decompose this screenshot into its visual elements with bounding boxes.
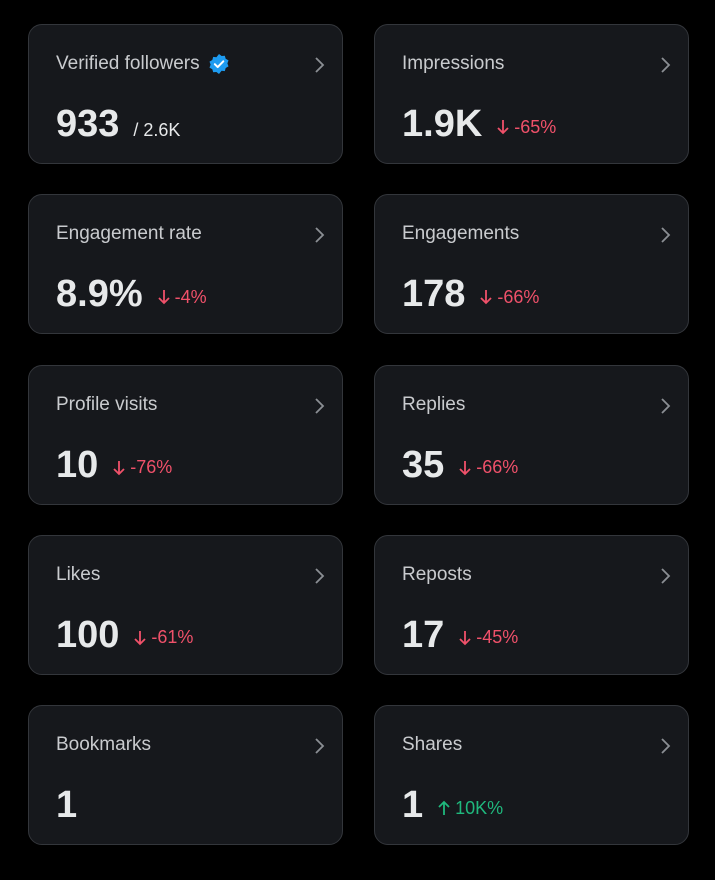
change-text: -45% xyxy=(476,627,519,648)
change-text: -66% xyxy=(497,286,540,307)
verified-badge xyxy=(209,54,229,74)
metric-value: 1 xyxy=(402,784,424,827)
metric-label: Verified followers xyxy=(56,53,200,74)
metric-row: 8.9% -4% xyxy=(56,273,207,316)
metric-row: 933 / 2.6K xyxy=(56,103,180,146)
arrow-down xyxy=(459,630,471,646)
metric-value: 1.9K xyxy=(402,103,483,145)
metric-label: Bookmarks xyxy=(56,734,152,756)
metric-card[interactable]: Bookmarks 1 xyxy=(28,705,343,846)
metric-change: 10K% xyxy=(437,798,503,819)
metric-label: Engagements xyxy=(402,223,520,245)
change-text: -4% xyxy=(174,286,207,307)
metric-value: 17 xyxy=(402,613,445,656)
metric-total: / 2.6K xyxy=(133,120,181,140)
metric-change: -76% xyxy=(112,457,172,478)
metric-label-row: Likes xyxy=(56,564,100,586)
chevron xyxy=(315,738,325,754)
metric-value: 10 xyxy=(56,443,99,486)
chevron xyxy=(661,397,671,414)
metric-row: 17 -45% xyxy=(402,614,518,657)
change-text: -61% xyxy=(151,627,194,648)
metric-card[interactable]: Engagements 178 -66% xyxy=(374,194,689,335)
chevron xyxy=(315,57,325,73)
metric-change: -66% xyxy=(479,287,539,308)
metric-card[interactable]: Profile visits 10 -76% xyxy=(28,364,343,505)
chevron xyxy=(661,738,671,754)
arrow-down xyxy=(480,290,493,305)
metric-row: 1 10K% xyxy=(402,784,503,827)
change-text: -66% xyxy=(476,457,519,478)
metric-value: 35 xyxy=(402,443,445,486)
arrow-up xyxy=(438,800,450,816)
metric-label-row: Replies xyxy=(402,394,465,416)
metric-label-row: Bookmarks xyxy=(56,734,151,756)
metric-card[interactable]: Likes 100 -61% xyxy=(28,534,343,675)
metric-value: 933 xyxy=(56,103,120,145)
metric-row: 35 -66% xyxy=(402,444,518,487)
metric-change: -61% xyxy=(133,627,193,648)
chevron xyxy=(661,227,671,243)
metric-label: Replies xyxy=(402,393,466,415)
arrow-down xyxy=(113,460,125,475)
change-text: -65% xyxy=(514,116,557,137)
chevron xyxy=(315,568,325,584)
metric-label: Likes xyxy=(56,563,101,585)
chevron xyxy=(661,568,671,584)
change-text: 10K% xyxy=(455,797,504,818)
metric-row: 10 -76% xyxy=(56,444,172,487)
metric-row: 1 xyxy=(56,784,77,827)
arrow-down xyxy=(134,630,147,646)
metric-card[interactable]: Shares 1 10K% xyxy=(374,705,689,846)
metric-label-row: Engagements xyxy=(402,223,519,245)
metric-label-row: Verified followers xyxy=(56,53,230,75)
chevron xyxy=(315,397,325,414)
metric-card[interactable]: Verified followers 933 / 2.6K xyxy=(28,24,343,164)
arrow-down xyxy=(459,460,471,475)
metric-value: 178 xyxy=(402,273,466,316)
metric-value: 1 xyxy=(56,784,78,827)
metric-label: Profile visits xyxy=(56,393,158,415)
metric-change: -45% xyxy=(458,627,518,648)
metric-label: Engagement rate xyxy=(56,223,202,245)
metric-change: -4% xyxy=(157,287,207,308)
metric-label: Impressions xyxy=(402,53,505,74)
metric-change: -66% xyxy=(458,457,518,478)
chevron xyxy=(315,227,325,243)
metric-label-row: Reposts xyxy=(402,564,472,586)
metric-change: -65% xyxy=(496,117,556,138)
arrow-down xyxy=(157,290,170,305)
metric-row: 1.9K -65% xyxy=(402,103,556,146)
metric-label: Reposts xyxy=(402,563,472,585)
metric-card[interactable]: Replies 35 -66% xyxy=(374,364,689,505)
metric-label-row: Impressions xyxy=(402,53,504,75)
metric-label-row: Engagement rate xyxy=(56,223,202,245)
metric-card[interactable]: Engagement rate 8.9% -4% xyxy=(28,194,343,335)
metric-card[interactable]: Reposts 17 -45% xyxy=(374,534,689,675)
metric-value: 8.9% xyxy=(56,273,143,316)
change-text: -76% xyxy=(130,457,173,478)
metric-label-row: Shares xyxy=(402,734,462,756)
metric-label: Shares xyxy=(402,734,463,756)
chevron xyxy=(661,57,671,73)
metric-value: 100 xyxy=(56,613,120,656)
metric-row: 178 -66% xyxy=(402,273,539,316)
metric-label-row: Profile visits xyxy=(56,394,157,416)
metric-row: 100 -61% xyxy=(56,614,193,657)
metric-card[interactable]: Impressions 1.9K -65% xyxy=(374,24,689,164)
arrow-down xyxy=(497,120,509,135)
